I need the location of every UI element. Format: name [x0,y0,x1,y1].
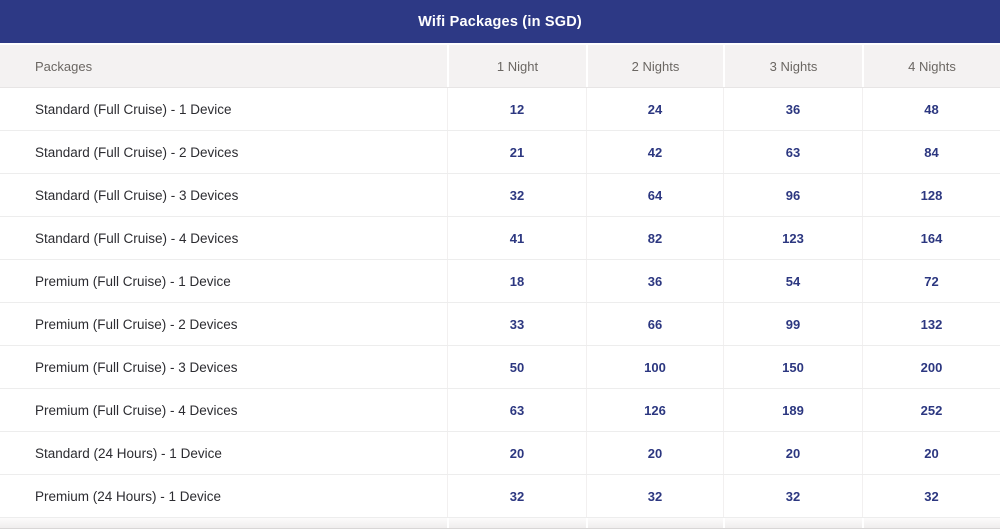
title-divider [0,43,1000,45]
price-value: 20 [723,432,862,474]
price-value: 33 [447,303,586,345]
price-value: 32 [586,475,723,517]
price-value: 84 [862,131,1000,173]
price-value: 20 [862,432,1000,474]
table-row: Standard (Full Cruise) - 3 Devices 32 64… [0,174,1000,217]
table-row: Standard (24 Hours) - 1 Device 20 20 20 … [0,432,1000,475]
price-value: 72 [862,260,1000,302]
next-section-header-peek [0,518,1000,528]
price-value: 21 [447,131,586,173]
price-value: 99 [723,303,862,345]
package-name: Standard (Full Cruise) - 1 Device [35,101,232,117]
price-value: 63 [447,389,586,431]
price-value: 41 [447,217,586,259]
table-row: Premium (Full Cruise) - 1 Device 18 36 5… [0,260,1000,303]
price-value: 100 [586,346,723,388]
column-header-2-nights: 2 Nights [586,45,723,87]
price-value: 36 [723,88,862,130]
price-value: 66 [586,303,723,345]
price-value: 54 [723,260,862,302]
price-value: 32 [862,475,1000,517]
table-row: Standard (Full Cruise) - 4 Devices 41 82… [0,217,1000,260]
price-value: 24 [586,88,723,130]
column-header-1-night: 1 Night [447,45,586,87]
table-title: Wifi Packages (in SGD) [418,13,582,30]
package-name: Standard (24 Hours) - 1 Device [35,445,222,461]
price-value: 48 [862,88,1000,130]
price-value: 150 [723,346,862,388]
package-name: Premium (Full Cruise) - 1 Device [35,273,231,289]
price-value: 50 [447,346,586,388]
column-header-packages: Packages [35,58,93,74]
price-value: 32 [447,475,586,517]
column-header-4-nights: 4 Nights [862,45,1000,87]
price-value: 18 [447,260,586,302]
price-value: 12 [447,88,586,130]
package-name: Premium (24 Hours) - 1 Device [35,488,222,504]
price-value: 32 [447,174,586,216]
table-row: Premium (Full Cruise) - 2 Devices 33 66 … [0,303,1000,346]
price-value: 42 [586,131,723,173]
table-title-bar: Wifi Packages (in SGD) [0,0,1000,43]
table-row: Premium (24 Hours) - 1 Device 32 32 32 3… [0,475,1000,518]
price-value: 36 [586,260,723,302]
price-value: 164 [862,217,1000,259]
price-value: 20 [586,432,723,474]
price-value: 189 [723,389,862,431]
price-value: 126 [586,389,723,431]
price-value: 123 [723,217,862,259]
package-name: Premium (Full Cruise) - 2 Devices [35,316,238,332]
table-row: Premium (Full Cruise) - 4 Devices 63 126… [0,389,1000,432]
price-value: 64 [586,174,723,216]
table-header-row: Packages 1 Night 2 Nights 3 Nights 4 Nig… [0,45,1000,88]
price-value: 200 [862,346,1000,388]
price-value: 252 [862,389,1000,431]
price-value: 132 [862,303,1000,345]
package-name: Standard (Full Cruise) - 2 Devices [35,144,239,160]
package-name: Premium (Full Cruise) - 3 Devices [35,359,238,375]
package-name: Standard (Full Cruise) - 4 Devices [35,230,239,246]
price-value: 82 [586,217,723,259]
price-value: 96 [723,174,862,216]
price-value: 32 [723,475,862,517]
price-value: 63 [723,131,862,173]
table-row: Standard (Full Cruise) - 2 Devices 21 42… [0,131,1000,174]
price-value: 20 [447,432,586,474]
column-header-3-nights: 3 Nights [723,45,862,87]
table-row: Standard (Full Cruise) - 1 Device 12 24 … [0,88,1000,131]
package-name: Standard (Full Cruise) - 3 Devices [35,187,239,203]
table-row: Premium (Full Cruise) - 3 Devices 50 100… [0,346,1000,389]
price-value: 128 [862,174,1000,216]
package-name: Premium (Full Cruise) - 4 Devices [35,402,238,418]
